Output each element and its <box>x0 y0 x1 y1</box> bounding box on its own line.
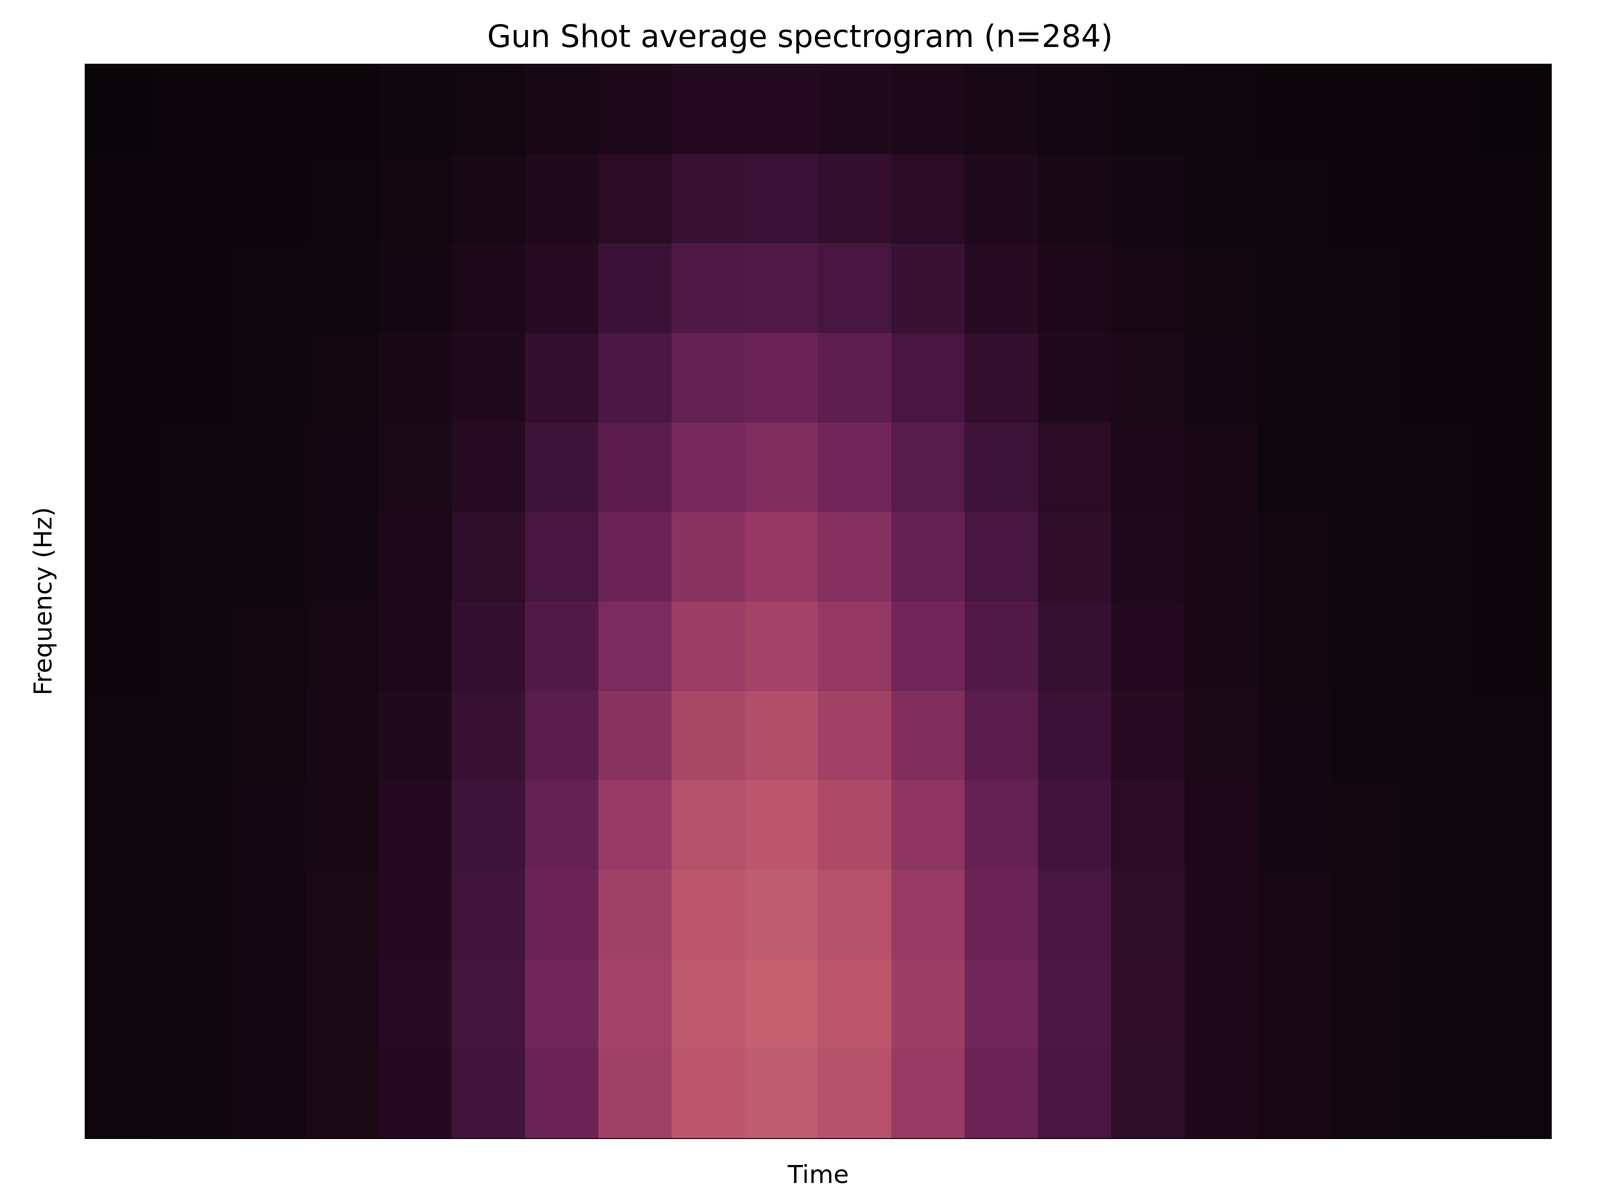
svg-text:Time: Time <box>787 1160 849 1189</box>
svg-text:Gun Shot average spectrogram (: Gun Shot average spectrogram (n=284) <box>487 18 1113 55</box>
svg-text:Frequency (Hz): Frequency (Hz) <box>28 507 58 696</box>
